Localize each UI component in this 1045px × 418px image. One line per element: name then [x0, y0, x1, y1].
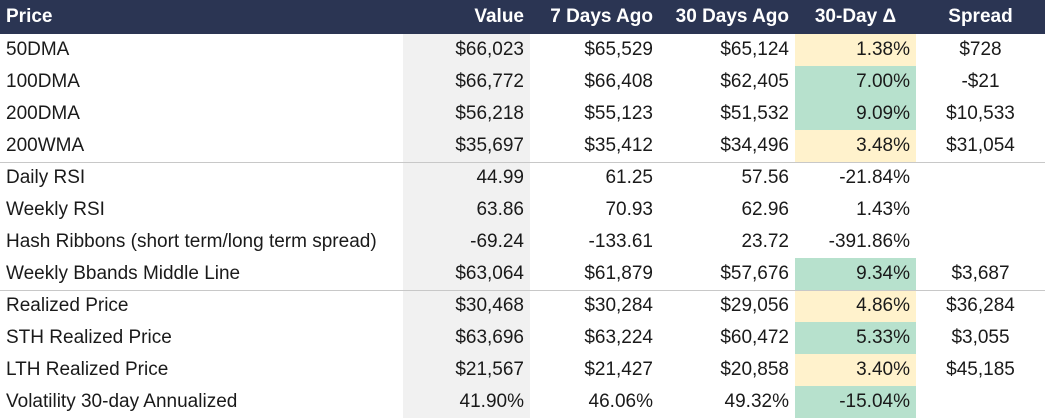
table-row: LTH Realized Price $21,567 $21,427 $20,8…: [0, 354, 1045, 386]
table-row: 50DMA $66,023 $65,529 $65,124 1.38% $728: [0, 34, 1045, 66]
row-30-days-ago: 57.56: [659, 161, 795, 194]
row-30-days-ago: $57,676: [720, 262, 789, 284]
row-label: 100DMA: [6, 71, 80, 92]
row-value: $21,567: [403, 354, 530, 386]
row-value: -69.24: [403, 226, 530, 258]
header-7-days-ago: 7 Days Ago: [530, 0, 659, 34]
row-30-day-delta: 4.86%: [795, 289, 916, 322]
row-30-day-delta: 1.38%: [795, 34, 916, 66]
row-30-day-delta: -21.84%: [795, 161, 916, 194]
row-30-day-delta: -391.86%: [828, 231, 910, 252]
row-label: 200WMA: [6, 134, 85, 156]
row-30-days-ago: $60,472: [720, 327, 789, 348]
table-row: Daily RSI 44.99 61.25 57.56 -21.84%: [0, 161, 1045, 194]
row-value: $30,468: [403, 289, 530, 322]
row-7-days-ago: $66,408: [584, 71, 653, 92]
table-row: 100DMA $66,772 $66,408 $62,405 7.00% -$2…: [0, 66, 1045, 98]
table-row: Realized Price $30,468 $30,284 $29,056 4…: [0, 289, 1045, 322]
header-30-day-delta: 30-Day Δ: [795, 0, 916, 34]
table-row: Weekly RSI 63.86 70.93 62.96 1.43%: [0, 194, 1045, 226]
row-spread: $728: [959, 39, 1002, 60]
row-spread: $31,054: [946, 134, 1015, 156]
row-30-day-delta: -15.04%: [795, 386, 916, 418]
row-30-days-ago: $62,405: [720, 71, 789, 92]
row-30-day-delta: 7.00%: [795, 66, 916, 98]
row-30-day-delta: 3.40%: [795, 354, 916, 386]
row-30-day-delta: 5.33%: [795, 322, 916, 354]
row-30-days-ago: 23.72: [741, 231, 789, 252]
row-value: $63,064: [403, 258, 530, 290]
row-30-days-ago: $34,496: [720, 134, 789, 156]
header-row: Price Value 7 Days Ago 30 Days Ago 30-Da…: [0, 0, 1045, 34]
row-30-days-ago: $51,532: [720, 103, 789, 124]
row-7-days-ago: $21,427: [584, 359, 653, 380]
row-30-day-delta: 3.48%: [795, 130, 916, 162]
row-spread: $3,055: [951, 327, 1010, 348]
row-spread: $3,687: [951, 262, 1010, 284]
row-7-days-ago: $61,879: [584, 262, 653, 284]
row-value: $66,772: [403, 66, 530, 98]
header-value: Value: [403, 0, 530, 34]
row-label: 200DMA: [6, 103, 80, 124]
row-label: 50DMA: [6, 39, 70, 60]
row-value: 63.86: [403, 194, 530, 226]
row-spread: -$21: [961, 71, 1000, 92]
row-spread: [916, 226, 1045, 258]
row-label: Weekly RSI: [6, 199, 105, 220]
row-spread: [916, 194, 1045, 226]
row-spread: [916, 161, 1045, 194]
row-30-day-delta: 9.09%: [795, 98, 916, 130]
row-label: Weekly Bbands Middle Line: [6, 262, 241, 284]
row-label: Hash Ribbons (short term/long term sprea…: [6, 231, 377, 252]
row-7-days-ago: $55,123: [584, 103, 653, 124]
row-7-days-ago: 61.25: [530, 161, 659, 194]
table-row: 200DMA $56,218 $55,123 $51,532 9.09% $10…: [0, 98, 1045, 130]
row-7-days-ago: $35,412: [584, 134, 653, 156]
header-30-days-ago: 30 Days Ago: [659, 0, 795, 34]
table-row: Weekly Bbands Middle Line $63,064 $61,87…: [0, 258, 1045, 290]
row-label: Daily RSI: [0, 161, 403, 194]
row-7-days-ago: $63,224: [584, 327, 653, 348]
row-7-days-ago: $65,529: [584, 39, 653, 60]
row-30-day-delta: 1.43%: [856, 199, 910, 220]
row-30-days-ago: $65,124: [720, 39, 789, 60]
row-value: $66,023: [403, 34, 530, 66]
row-value: 41.90%: [403, 386, 530, 418]
table-row: STH Realized Price $63,696 $63,224 $60,4…: [0, 322, 1045, 354]
row-7-days-ago: 46.06%: [588, 391, 653, 412]
row-7-days-ago: -133.61: [588, 231, 653, 252]
row-7-days-ago: $30,284: [530, 289, 659, 322]
row-30-days-ago: $20,858: [720, 359, 789, 380]
row-30-days-ago: 62.96: [741, 199, 789, 220]
row-7-days-ago: 70.93: [605, 199, 653, 220]
row-label: LTH Realized Price: [6, 359, 169, 380]
row-30-day-delta: 9.34%: [795, 258, 916, 290]
row-label: Volatility 30-day Annualized: [6, 391, 238, 412]
header-price: Price: [0, 0, 403, 34]
row-value: 44.99: [403, 161, 530, 194]
row-spread: [916, 386, 1045, 418]
row-value: $35,697: [403, 130, 530, 162]
header-spread: Spread: [916, 0, 1045, 34]
table-row: Volatility 30-day Annualized 41.90% 46.0…: [0, 386, 1045, 418]
row-spread: $36,284: [916, 289, 1045, 322]
row-30-days-ago: $29,056: [659, 289, 795, 322]
row-30-days-ago: 49.32%: [724, 391, 789, 412]
row-spread: $45,185: [946, 359, 1015, 380]
table-row: Hash Ribbons (short term/long term sprea…: [0, 226, 1045, 258]
row-value: $56,218: [403, 98, 530, 130]
row-spread: $10,533: [946, 103, 1015, 124]
table-row: 200WMA $35,697 $35,412 $34,496 3.48% $31…: [0, 130, 1045, 162]
row-label: STH Realized Price: [6, 327, 172, 348]
row-value: $63,696: [403, 322, 530, 354]
row-label: Realized Price: [0, 289, 403, 322]
